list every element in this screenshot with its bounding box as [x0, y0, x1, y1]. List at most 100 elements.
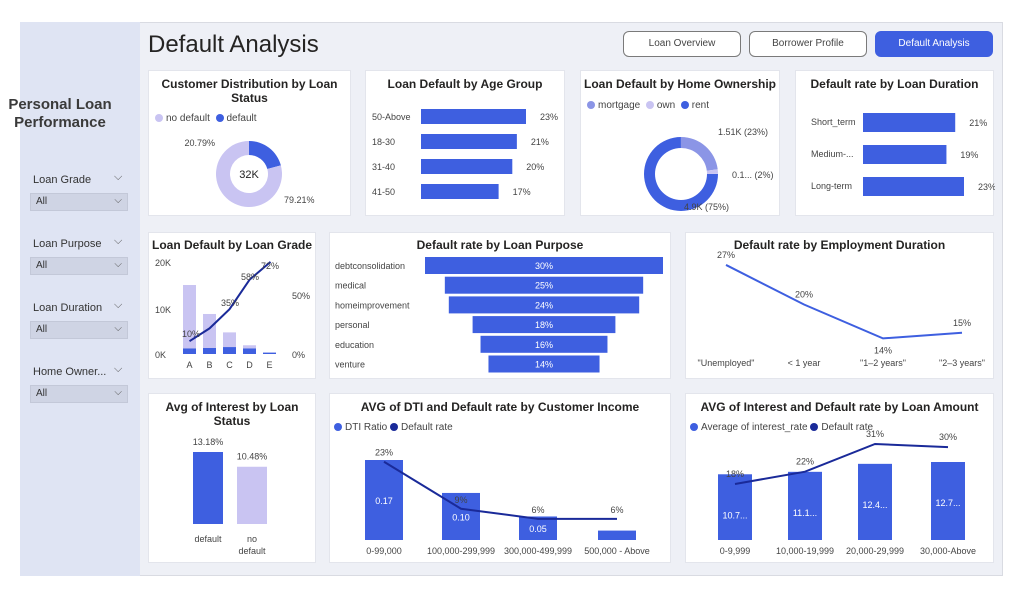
- bar: [488, 355, 600, 373]
- bar-chart-loan-duration: Short_term 21% Medium-... 19% Long-term 23%: [811, 113, 995, 196]
- data-label: 27%: [717, 250, 735, 260]
- data-label: 6%: [531, 505, 544, 515]
- data-label: 10%: [182, 329, 200, 339]
- chart-title: AVG of DTI and Default rate by Customer …: [360, 400, 640, 414]
- filter-label-loan-grade: Loan Grade: [33, 174, 92, 186]
- bar: [425, 257, 663, 274]
- data-label: 21%: [531, 137, 549, 147]
- bar: [421, 159, 513, 174]
- axis-tick-label: C: [226, 360, 233, 370]
- pie-slice: [681, 137, 718, 171]
- legend-swatch: [390, 423, 399, 431]
- data-label: 14%: [874, 345, 892, 355]
- data-label: 20%: [795, 290, 813, 300]
- chevron-down-icon[interactable]: ⌵: [114, 235, 123, 247]
- legend-swatch: [645, 101, 654, 109]
- sidebar-title-line2: Performance: [14, 114, 106, 131]
- data-label: 15%: [953, 318, 971, 328]
- legend-swatch: [690, 423, 698, 431]
- chart-title: Default rate by Loan Duration: [810, 77, 979, 91]
- data-label: 1.51K (23%): [718, 127, 768, 137]
- card-interest-amount: AVG of Interest and Default rate by Loan…: [685, 393, 994, 563]
- data-label: 11.1...: [793, 508, 817, 518]
- filter-select-loan-purpose[interactable]: All ⌵: [30, 257, 128, 275]
- legend-label: Default rate: [821, 422, 874, 433]
- data-label: 24%: [535, 300, 553, 310]
- axis-tick-label: debtconsolidation: [335, 261, 405, 271]
- page-title: Default Analysis: [148, 31, 319, 58]
- chart-legend: mortgage own rent: [587, 100, 709, 111]
- filter-select-loan-duration[interactable]: All ⌵: [30, 321, 128, 339]
- nav-button-borrower-profile[interactable]: Borrower Profile: [749, 31, 867, 57]
- axis-tick-label: "1–2 years": [860, 358, 906, 368]
- combo-chart-dti-income: 0.17 0-99,000 0.10 100,000-299,999 0.05 300,0…: [365, 448, 650, 556]
- card-loan-purpose: Default rate by Loan Purpose debtconsoli…: [329, 232, 671, 379]
- nav-button-default-analysis[interactable]: Default Analysis: [875, 31, 993, 57]
- data-label: 13.18%: [193, 437, 224, 447]
- bar-chart-age-group: 50-Above 23% 18-30 21% 31-40 20% 41-50 17%: [372, 109, 558, 199]
- bar: [365, 460, 403, 540]
- card-age-group: Loan Default by Age Group 50-Above 23% 18-…: [365, 70, 565, 216]
- axis-tick-label: "2–3 years": [939, 358, 985, 368]
- line-chart-employment-duration: 27% "Unemployed" 20% < 1 year 14% "1–2 years"…: [698, 250, 985, 368]
- data-label: 6%: [610, 505, 623, 515]
- bar: [863, 145, 947, 164]
- data-label: 19%: [960, 150, 978, 160]
- chart-title: Avg of Interest by Loan Status: [149, 400, 315, 428]
- data-label: 9%: [454, 495, 467, 505]
- nav-button-loan-overview[interactable]: Loan Overview: [623, 31, 741, 57]
- axis-tick-label: 0K: [155, 350, 166, 360]
- legend-label: no default: [166, 113, 210, 124]
- legend-label: Default rate: [401, 422, 453, 433]
- data-label: 30%: [939, 432, 957, 442]
- chevron-down-icon[interactable]: ⌵: [114, 171, 123, 183]
- chevron-down-icon[interactable]: ⌵: [114, 363, 123, 375]
- filter-select-loan-grade[interactable]: All ⌵: [30, 193, 128, 211]
- legend-label: DTI Ratio: [345, 422, 388, 433]
- filter-value: All: [36, 388, 48, 399]
- pie-slice: [644, 137, 718, 211]
- legend-swatch: [155, 114, 163, 122]
- axis-tick-label: B: [206, 360, 212, 370]
- filter-select-home-ownership[interactable]: All ⌵: [30, 385, 128, 403]
- bar: [421, 109, 526, 124]
- axis-tick-label: A: [186, 360, 192, 370]
- data-label: 35%: [221, 298, 239, 308]
- bar: [237, 466, 267, 524]
- legend-label: default: [226, 113, 257, 124]
- chevron-down-icon: ⌵: [114, 323, 122, 334]
- card-interest-status: Avg of Interest by Loan Status 13.18% 10.…: [148, 393, 316, 563]
- chart-title: AVG of Interest and Default rate by Loan…: [700, 400, 979, 414]
- axis-tick-label: "Unemployed": [698, 358, 755, 368]
- filter-value: All: [36, 196, 48, 207]
- axis-tick-label: default: [194, 534, 222, 544]
- filter-value: All: [36, 324, 48, 335]
- pie-slice: [216, 141, 282, 208]
- bar: [243, 348, 256, 354]
- legend-label: own: [656, 100, 676, 111]
- chart-title-line2: Status: [213, 414, 251, 428]
- legend-swatch: [334, 423, 342, 431]
- bar: [448, 296, 640, 314]
- bar: [788, 471, 822, 540]
- axis-tick-label: E: [266, 360, 272, 370]
- bar: [193, 452, 223, 524]
- legend-label: rent: [691, 100, 709, 111]
- data-label: 12.4...: [862, 500, 887, 510]
- legend-swatch: [680, 101, 689, 109]
- axis-tick-label: education: [335, 340, 374, 350]
- chevron-down-icon: ⌵: [114, 259, 122, 270]
- data-label: 31%: [866, 429, 884, 439]
- data-label: 23%: [375, 448, 393, 458]
- axis-tick-label: medical: [335, 281, 366, 291]
- axis-tick-label: 10,000-19,999: [776, 546, 834, 556]
- axis-tick-label: 18-30: [372, 137, 395, 147]
- bar: [203, 348, 216, 354]
- chevron-down-icon[interactable]: ⌵: [114, 299, 123, 311]
- legend-swatch: [810, 423, 819, 431]
- bar: [263, 352, 276, 354]
- chart-title: Loan Default by Loan Grade: [151, 238, 313, 252]
- card-home-ownership: Loan Default by Home Ownership mortgage …: [580, 70, 780, 216]
- bar: [863, 113, 956, 132]
- chart-title-line2: Status: [231, 91, 268, 105]
